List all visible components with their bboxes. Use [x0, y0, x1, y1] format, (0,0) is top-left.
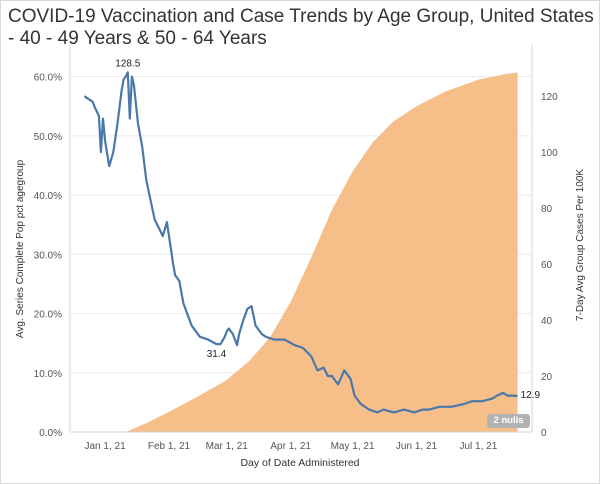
left-tick-label: 30.0% — [34, 250, 62, 261]
right-tick-label: 20 — [541, 372, 553, 383]
left-axis-label: Avg. Series Complete Pop pct agegroup — [15, 159, 26, 338]
data-label: 128.5 — [115, 58, 140, 69]
x-axis-label: Day of Date Administered — [240, 457, 359, 469]
x-tick-label: Jun 1, 21 — [396, 441, 438, 452]
x-tick-label: Jul 1, 21 — [459, 441, 497, 452]
chart-title: COVID-19 Vaccination and Case Trends by … — [8, 6, 594, 49]
right-tick-label: 40 — [541, 316, 553, 327]
x-tick-label: Feb 1, 21 — [148, 441, 191, 452]
x-tick-label: Apr 1, 21 — [270, 441, 311, 452]
tick-labels: 0.0% 10.0% 20.0% 30.0% 40.0% 50.0% 60.0% 0 20 40 6… — [34, 73, 558, 452]
left-tick-label: 60.0% — [34, 73, 62, 84]
data-label: 12.9 — [521, 390, 541, 401]
null-indicator-badge[interactable]: 2 nulls — [487, 414, 530, 428]
x-tick-label: Mar 1, 21 — [206, 441, 249, 452]
cases-line — [83, 71, 518, 414]
left-tick-label: 0.0% — [39, 428, 62, 439]
right-tick-label: 0 — [541, 428, 547, 439]
vaccination-area — [70, 72, 518, 432]
left-tick-label: 50.0% — [34, 132, 62, 143]
data-label: 31.4 — [207, 349, 227, 360]
x-tick-label: Jan 1, 21 — [84, 441, 126, 452]
annotations: 128.5 31.4 12.9 — [115, 58, 540, 401]
right-tick-label: 120 — [541, 92, 558, 103]
axes — [69, 45, 533, 433]
left-tick-label: 20.0% — [34, 310, 62, 321]
left-tick-label: 10.0% — [34, 369, 62, 380]
right-axis-label: 7-Day Avg Group Cases Per 100K — [575, 169, 586, 321]
right-tick-label: 100 — [541, 148, 558, 159]
left-tick-label: 40.0% — [34, 191, 62, 202]
right-tick-label: 80 — [541, 204, 553, 215]
x-tick-label: May 1, 21 — [331, 441, 375, 452]
right-tick-label: 60 — [541, 260, 553, 271]
